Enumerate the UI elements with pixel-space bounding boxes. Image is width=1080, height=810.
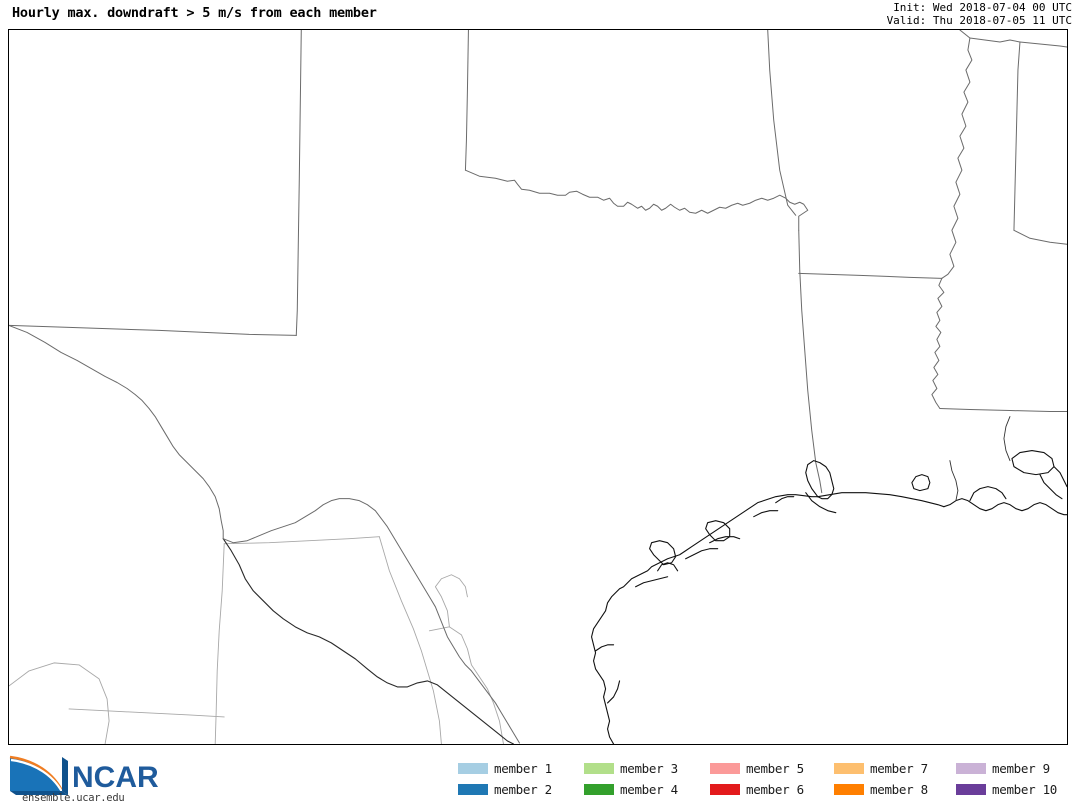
legend-label-member-9: member 9 [992,760,1050,776]
louisiana-waters [949,416,1011,502]
legend-item-member-1[interactable]: member 1 [458,758,552,778]
ncar-logo-svg: NCAR [9,755,159,797]
legend-label-member-8: member 8 [870,781,928,797]
legend-swatch-member-7 [834,762,864,774]
legend-swatch-member-10 [956,783,986,795]
legend-swatch-member-6 [710,783,740,795]
legend-label-member-4: member 4 [620,781,678,797]
map-panel[interactable] [8,29,1068,745]
legend-swatch-member-4 [584,783,614,795]
header-bar: Hourly max. downdraft > 5 m/s from each … [0,0,1080,29]
map-geography [9,30,1067,744]
legend-label-member-7: member 7 [870,760,928,776]
mexico-state-borders [9,536,504,744]
legend-item-member-6[interactable]: member 6 [710,779,804,799]
valid-time-label: Valid: Thu 2018-07-05 11 UTC [886,14,1072,27]
legend-label-member-3: member 3 [620,760,678,776]
legend-swatch-member-3 [584,762,614,774]
ncar-logo[interactable]: NCAR [6,753,186,803]
legend-swatch-member-8 [834,783,864,795]
legend-label-member-2: member 2 [494,781,552,797]
ncar-wordmark: NCAR [72,761,159,794]
legend-label-member-6: member 6 [746,781,804,797]
footer-bar: NCAR ensemble.ucar.edu member 1 member 2… [0,745,1080,810]
legend-item-member-2[interactable]: member 2 [458,779,552,799]
ncar-url-label[interactable]: ensemble.ucar.edu [22,792,125,804]
init-time-label: Init: Wed 2018-07-04 00 UTC [893,1,1072,14]
legend-swatch-member-9 [956,762,986,774]
rio-grande-west [9,324,520,744]
legend-item-member-4[interactable]: member 4 [584,779,678,799]
gulf-coastline [591,450,1067,744]
legend-swatch-member-5 [710,762,740,774]
legend-swatch-member-2 [458,783,488,795]
ncar-logo-mark [9,755,68,797]
international-border [222,538,515,744]
legend-label-member-1: member 1 [494,760,552,776]
legend-label-member-10: member 10 [992,781,1058,797]
member-legend: member 1 member 2 member 3 member 4 memb… [458,758,1074,804]
state-borders [9,30,1067,494]
legend-item-member-9[interactable]: member 9 [956,758,1050,778]
legend-item-member-5[interactable]: member 5 [710,758,804,778]
legend-label-member-5: member 5 [746,760,804,776]
legend-item-member-10[interactable]: member 10 [956,779,1057,799]
page-title: Hourly max. downdraft > 5 m/s from each … [12,5,377,21]
legend-swatch-member-1 [458,762,488,774]
legend-item-member-3[interactable]: member 3 [584,758,678,778]
legend-item-member-7[interactable]: member 7 [834,758,928,778]
legend-item-member-8[interactable]: member 8 [834,779,928,799]
forecast-time-block: Init: Wed 2018-07-04 00 UTC Valid: Thu 2… [887,1,1072,27]
